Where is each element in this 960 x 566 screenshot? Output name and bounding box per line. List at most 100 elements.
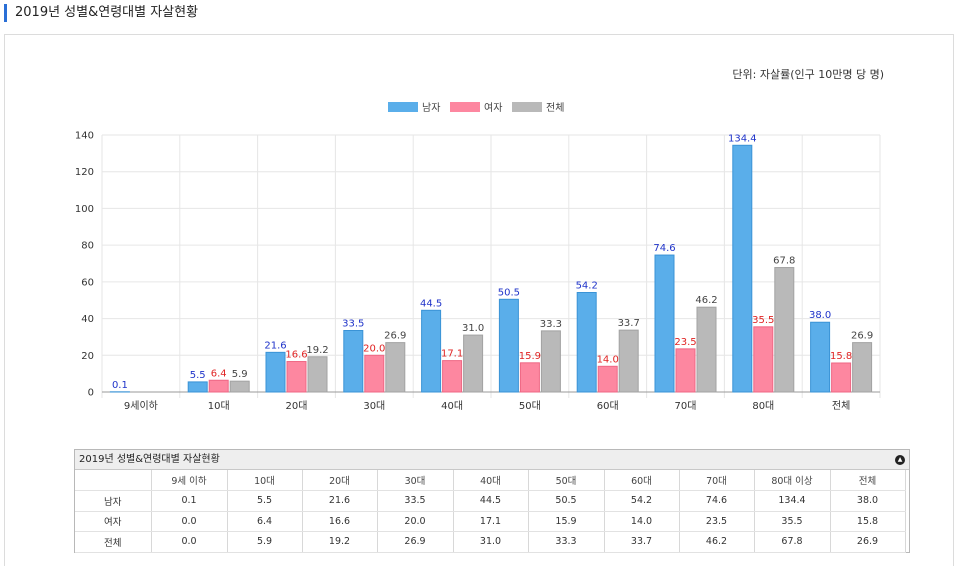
legend-item-total[interactable]: 전체: [512, 99, 565, 114]
legend-swatch-total: [512, 101, 542, 112]
table-cell: 31.0: [453, 531, 529, 553]
table-header-cell: [75, 470, 152, 491]
legend-label-female: 여자: [484, 103, 503, 114]
bar-total: [696, 306, 717, 393]
unit-label: 단위: 자살률(인구 10만명 당 명): [732, 68, 884, 81]
x-tick-label: 60대: [597, 400, 619, 412]
table-cell: 54.2: [604, 490, 680, 512]
table-cell: 74.6: [679, 490, 755, 512]
table-row: 전체 0.0 5.9 19.2 26.9 31.0 33.3 33.7 46.2 67.8 26.9: [75, 531, 906, 553]
table-cell: 19.2: [302, 531, 378, 553]
data-table-panel: 2019년 성별&연령대별 자살현황 ▲ 9세 이하 10대 20대 30대 40대 50…: [74, 449, 910, 553]
table-header-cell: 20대: [302, 470, 378, 491]
data-label-total: 19.2: [306, 345, 328, 356]
table-cell: 44.5: [453, 490, 529, 512]
table-header-cell: 40대: [453, 470, 529, 491]
table-cell: 67.8: [754, 531, 831, 553]
table-cell: 21.6: [302, 490, 378, 512]
data-label-total: 31.0: [462, 323, 484, 334]
table-header-cell: 10대: [227, 470, 303, 491]
legend-swatch-male: [388, 101, 418, 112]
data-label-male: 38.0: [809, 310, 831, 321]
y-tick-label: 60: [81, 277, 94, 288]
table-header-cell: 30대: [377, 470, 454, 491]
bar-male: [732, 144, 753, 393]
y-tick-label: 0: [88, 388, 94, 399]
bar-male: [421, 309, 442, 393]
data-label-female: 20.0: [363, 343, 385, 354]
table-cell: 0.0: [151, 511, 228, 532]
table-caption: 2019년 성별&연령대별 자살현황 ▲: [75, 450, 909, 470]
table-row-label: 전체: [75, 531, 152, 553]
data-label-male: 134.4: [728, 133, 757, 144]
table-cell: 6.4: [227, 511, 303, 532]
data-label-male: 0.1: [112, 380, 128, 391]
x-tick-label: 30대: [363, 400, 385, 412]
bar-total: [385, 342, 406, 393]
x-tick-label: 80대: [752, 400, 774, 412]
data-label-female: 14.0: [597, 354, 619, 365]
data-label-total: 33.3: [540, 319, 562, 330]
bar-female: [675, 348, 696, 393]
bar-male: [187, 381, 208, 393]
legend-item-female[interactable]: 여자: [450, 99, 503, 114]
table-header-cell: 전체: [830, 470, 906, 491]
bar-female: [364, 354, 385, 393]
table-cell: 16.6: [302, 511, 378, 532]
collapse-icon[interactable]: ▲: [895, 455, 905, 465]
data-label-female: 15.8: [830, 351, 852, 362]
table-row: 여자 0.0 6.4 16.6 20.0 17.1 15.9 14.0 23.5 35.5 15.8: [75, 511, 906, 532]
table-cell: 17.1: [453, 511, 529, 532]
data-label-female: 23.5: [674, 337, 696, 348]
table-cell: 33.5: [377, 490, 454, 512]
table-cell: 5.5: [227, 490, 303, 512]
data-label-male: 21.6: [264, 340, 286, 351]
bar-female: [831, 362, 852, 393]
table-cell: 20.0: [377, 511, 454, 532]
data-label-female: 35.5: [752, 315, 774, 326]
bar-total: [774, 267, 795, 393]
bar-male: [576, 292, 597, 393]
y-tick-label: 80: [81, 241, 94, 252]
data-label-male: 33.5: [342, 319, 364, 330]
bar-chart: 0 20 40 60 80 100 120 140 0.1 9세이하 5.5 6.4 5.9 10대 21.…: [75, 131, 881, 412]
table-cell: 15.8: [830, 511, 906, 532]
table-cell: 23.5: [679, 511, 755, 532]
bar-total: [307, 356, 328, 393]
y-tick-label: 100: [75, 204, 94, 215]
data-label-male: 5.5: [190, 370, 206, 381]
data-label-female: 17.1: [441, 349, 463, 360]
table-header-cell: 9세 이하: [151, 470, 228, 491]
bar-total: [852, 342, 873, 393]
bar-total: [618, 329, 639, 393]
data-label-total: 26.9: [851, 331, 873, 342]
x-tick-label: 전체: [832, 400, 850, 412]
legend-swatch-female: [450, 101, 480, 112]
data-label-male: 74.6: [653, 243, 675, 254]
table-header-cell: 50대: [528, 470, 605, 491]
bar-male: [343, 330, 364, 393]
table-header-cell: 80대 이상: [754, 470, 831, 491]
data-label-male: 50.5: [498, 287, 520, 298]
table-row-label: 남자: [75, 490, 152, 512]
x-tick-label: 20대: [286, 400, 308, 412]
data-label-male: 44.5: [420, 298, 442, 309]
table-header-row: 9세 이하 10대 20대 30대 40대 50대 60대 70대 80대 이상 전체: [75, 470, 906, 491]
table-cell: 0.1: [151, 490, 228, 512]
bar-female: [753, 326, 774, 393]
x-tick-label: 9세이하: [124, 399, 158, 412]
table-caption-text: 2019년 성별&연령대별 자살현황: [79, 454, 220, 465]
bar-male: [498, 298, 519, 393]
data-label-female: 15.9: [519, 351, 541, 362]
table-cell: 134.4: [754, 490, 831, 512]
x-tick-label: 50대: [519, 400, 541, 412]
table-cell: 26.9: [830, 531, 906, 553]
table-header-cell: 60대: [604, 470, 680, 491]
data-label-male: 54.2: [576, 281, 598, 292]
bar-male: [810, 321, 831, 393]
legend-label-total: 전체: [546, 103, 565, 114]
legend-item-male[interactable]: 남자: [388, 99, 440, 114]
data-label-total: 67.8: [773, 256, 795, 267]
bar-male: [265, 351, 286, 393]
table-cell: 38.0: [830, 490, 906, 512]
